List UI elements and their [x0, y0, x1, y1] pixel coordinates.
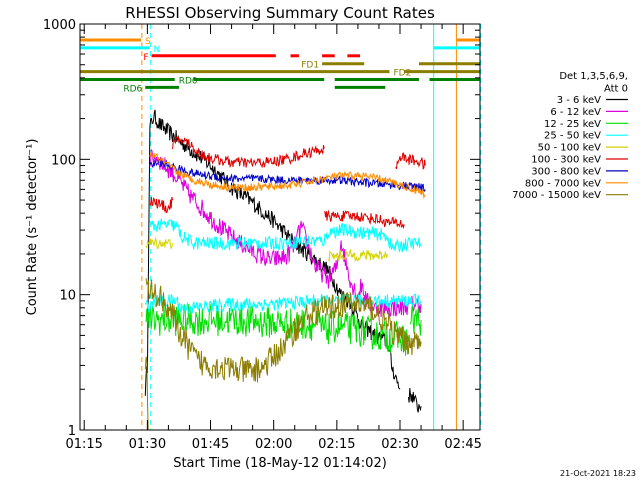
y-tick-label: 1000 [43, 18, 76, 33]
flag-label-n: N [153, 45, 160, 55]
timestamp: 21-Oct-2021 18:23 [560, 469, 636, 478]
series-line [149, 158, 426, 192]
legend-label: 800 - 7000 keV [525, 178, 601, 189]
x-tick-label: 01:15 [65, 437, 102, 452]
y-axis-label: Count Rate (s⁻¹ detector⁻¹) [25, 139, 40, 316]
y-tick-label: 100 [51, 153, 76, 168]
series-line [407, 388, 422, 413]
x-tick-label: 02:15 [318, 437, 355, 452]
x-tick-label: 01:45 [192, 437, 229, 452]
legend-label: 6 - 12 keV [550, 107, 601, 118]
plot-frame [79, 23, 481, 431]
series-line [145, 236, 174, 250]
legend-label: 3 - 6 keV [557, 95, 601, 106]
legend-label: 100 - 300 keV [531, 155, 601, 166]
series-line [144, 292, 422, 315]
legend-label: 7000 - 15000 keV [512, 190, 601, 201]
series-line [149, 150, 426, 200]
flag-label-rd6: RD6 [123, 84, 142, 94]
flag-label-f: F [143, 53, 148, 63]
flag-label-s: S [145, 37, 151, 47]
legend-label: 50 - 100 keV [538, 143, 602, 154]
x-tick-label: 02:30 [381, 437, 418, 452]
legend-header: Att 0 [604, 83, 628, 94]
flag-label-fd1: FD1 [301, 61, 319, 71]
x-tick-label: 01:30 [129, 437, 166, 452]
x-tick-label: 02:45 [444, 437, 481, 452]
series-line [395, 152, 426, 170]
y-tick-label: 10 [59, 289, 76, 304]
chart-title: RHESSI Observing Summary Count Rates [125, 4, 435, 22]
series-line [149, 196, 174, 214]
legend-label: 25 - 50 keV [544, 131, 601, 142]
flag-label-fd2: FD2 [393, 69, 411, 79]
x-tick-label: 02:00 [255, 437, 292, 452]
legend-header: Det 1,3,5,6,9, [559, 71, 628, 82]
legend-label: 12 - 25 keV [544, 119, 601, 130]
series-line [144, 356, 149, 431]
series-line [149, 218, 422, 253]
series-line [172, 136, 325, 169]
series-line [323, 209, 405, 230]
series-line [145, 278, 422, 383]
legend-label: 300 - 800 keV [531, 166, 601, 177]
flag-label-rd0: RD0 [179, 77, 198, 87]
series-line [410, 305, 422, 336]
series-line [145, 303, 409, 356]
series-line [327, 248, 388, 263]
y-tick-label: 1 [68, 424, 76, 439]
x-axis-label: Start Time (18-May-12 01:14:02) [173, 456, 387, 471]
